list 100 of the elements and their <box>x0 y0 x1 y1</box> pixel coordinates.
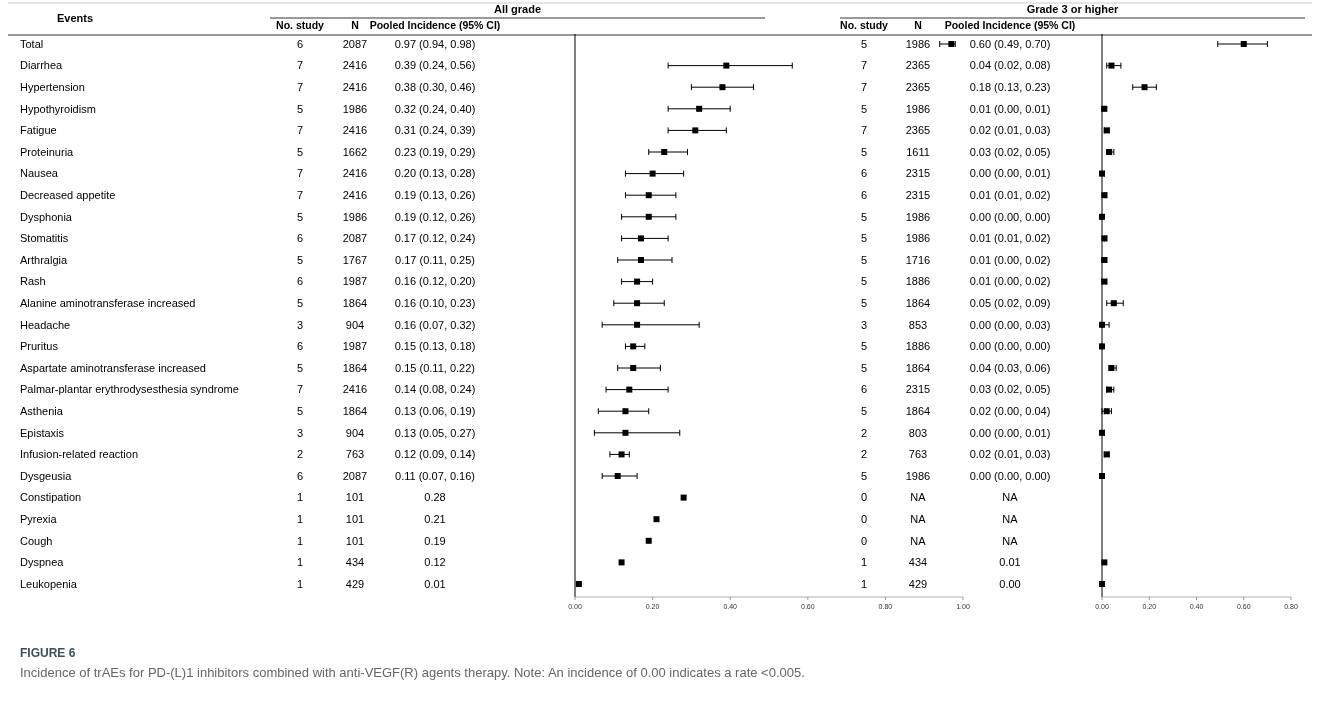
data-label: 5 <box>296 145 304 158</box>
data-label: 1864 <box>342 297 368 310</box>
category-label: Hypothyroidism <box>20 102 96 115</box>
data-label: 6 <box>296 340 304 353</box>
data-label: 5 <box>860 232 868 245</box>
point <box>645 537 652 544</box>
point <box>634 321 641 328</box>
data-label: 6 <box>296 469 304 482</box>
data-label: 0.20 (0.13, 0.28) <box>394 167 476 180</box>
data-label: 0.38 (0.30, 0.46) <box>394 81 476 94</box>
data-label: 1864 <box>342 361 368 374</box>
data-label: 1611 <box>906 145 930 158</box>
point <box>630 365 637 371</box>
data-label: 101 <box>345 534 365 547</box>
point <box>645 192 652 199</box>
category-label: Hypertension <box>20 81 85 94</box>
data-label: 6 <box>296 232 304 245</box>
data-label: 101 <box>345 513 365 526</box>
data-label: 0.21 <box>424 513 446 526</box>
data-label: 0.12 (0.09, 0.14) <box>394 448 476 461</box>
category-label: Asthenia <box>20 405 64 418</box>
data-label: 0.16 (0.10, 0.23) <box>394 297 476 310</box>
data-label: 101 <box>345 491 365 504</box>
data-label: 1 <box>860 577 868 590</box>
data-label: 1886 <box>905 340 931 353</box>
text: Incidence of trAEs for PD-(L)1 inhibitors combined with anti-VEGF(R) agents therapy. Note: An incidence of 0.00 indicates a rate <0.005. <box>20 665 805 680</box>
point <box>1240 41 1247 47</box>
data-label: 763 <box>908 448 928 461</box>
data-label: 0.05 (0.02, 0.09) <box>969 297 1051 310</box>
point <box>618 559 625 566</box>
caption: FIGURE 6 <box>20 646 76 660</box>
point <box>1099 581 1105 587</box>
data-label: 0.02 (0.00, 0.04) <box>969 405 1051 418</box>
data-label: 0.17 (0.11, 0.25) <box>395 253 475 266</box>
data-label: 2315 <box>905 189 931 202</box>
category-label: Pyrexia <box>20 513 58 526</box>
data-label: 1864 <box>342 405 368 418</box>
data-label: 0.15 (0.11, 0.22) <box>395 361 475 374</box>
data-label: NA <box>910 491 927 504</box>
data-label: 429 <box>908 577 928 590</box>
data-label: 6 <box>296 275 304 288</box>
data-label: 5 <box>860 361 868 374</box>
point <box>723 62 730 69</box>
data-label: 5 <box>860 340 868 353</box>
data-label: 0.13 (0.05, 0.27) <box>394 426 476 439</box>
category-label: Palmar-plantar erythrodysesthesia syndrome <box>20 383 239 396</box>
category-label: Proteinuria <box>20 145 75 158</box>
data-label: 0.01 (0.00, 0.01) <box>969 102 1051 115</box>
data-label: 3 <box>296 318 304 331</box>
category-label: Alanine aminotransferase increased <box>20 297 196 310</box>
data-label: 1986 <box>905 210 931 223</box>
data-label: 7 <box>860 81 868 94</box>
data-label: 5 <box>860 469 868 482</box>
point <box>680 494 687 501</box>
data-label: 2087 <box>342 469 368 482</box>
category-label: Infusion-related reaction <box>20 448 139 461</box>
data-label: 0 <box>860 513 868 526</box>
category-label: Stomatitis <box>20 232 69 245</box>
data-label: 2087 <box>342 232 368 245</box>
data-label: 0 <box>860 491 868 504</box>
data-label: 7 <box>860 59 868 72</box>
data-label: 0.02 (0.01, 0.03) <box>969 124 1051 137</box>
data-label: 0.00 (0.00, 0.00) <box>969 469 1051 482</box>
data-label: 0.02 (0.01, 0.03) <box>969 448 1051 461</box>
data-label: 0.03 (0.02, 0.05) <box>969 145 1051 158</box>
point <box>719 84 726 91</box>
data-label: 0.04 (0.03, 0.06) <box>969 361 1051 374</box>
point <box>649 170 656 177</box>
data-label: 2416 <box>342 383 368 396</box>
category-label: Total <box>20 37 44 50</box>
data-label: 5 <box>860 253 868 266</box>
data-label: 1 <box>296 513 304 526</box>
data-label: 763 <box>345 448 365 461</box>
data-label: 2416 <box>342 124 368 137</box>
data-label: 1 <box>296 577 304 590</box>
data-label: 0.97 (0.94, 0.98) <box>394 37 476 50</box>
data-label: 0.03 (0.02, 0.05) <box>969 383 1051 396</box>
data-label: 2 <box>860 448 868 461</box>
data-label: 7 <box>860 124 868 137</box>
point <box>696 105 703 112</box>
point <box>626 386 633 393</box>
data-label: 0.04 (0.02, 0.08) <box>969 59 1051 72</box>
category-label: Dysphonia <box>20 210 73 223</box>
data-label: 0.14 (0.08, 0.24) <box>394 383 476 396</box>
category-label: Aspartate aminotransferase increased <box>20 361 206 374</box>
data-label: NA <box>910 513 927 526</box>
text: N <box>914 19 922 31</box>
data-label: 2416 <box>342 59 368 72</box>
data-label: 7 <box>296 81 304 94</box>
point <box>634 278 641 285</box>
data-label: 6 <box>296 37 304 50</box>
data-label: 0.00 (0.00, 0.03) <box>969 318 1051 331</box>
data-label: 3 <box>860 318 868 331</box>
data-label: 0.28 <box>424 491 446 504</box>
data-label: 5 <box>860 405 868 418</box>
data-label: NA <box>1002 534 1019 547</box>
text: All grade <box>493 3 542 15</box>
point <box>614 473 621 479</box>
data-label: 1767 <box>342 253 368 266</box>
point <box>1141 84 1148 91</box>
